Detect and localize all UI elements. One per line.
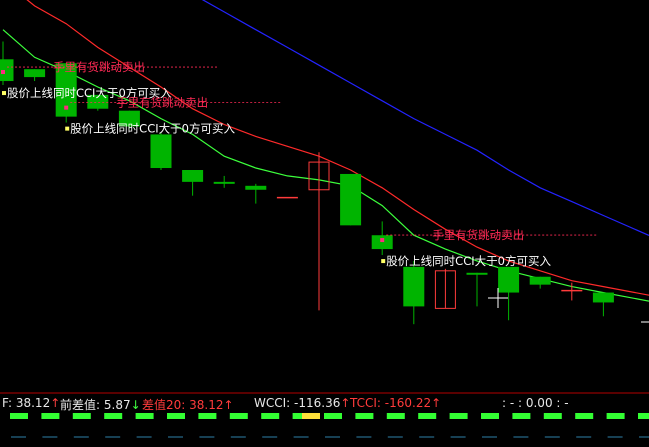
diff20-indicator: 差值20: 38.12↑ <box>142 398 234 412</box>
candle-body <box>498 266 520 293</box>
candle-body <box>118 110 140 127</box>
sell-label: 手里有货跳动卖出 <box>53 60 145 74</box>
ma-line-3 <box>201 0 649 236</box>
sell-label: 手里有货跳动卖出 <box>116 96 208 110</box>
tcci-indicator: TCCI: -160.22↑ <box>350 396 442 410</box>
indicator-dash-green <box>638 413 649 419</box>
time-readout: : - : 0.00 : - <box>502 396 569 410</box>
buy-marker <box>381 259 386 264</box>
buy-label: 股价上线同时CCI大于0方可买入 <box>386 254 551 268</box>
indicator-dash-green <box>292 413 311 419</box>
indicator-dash-green <box>606 413 625 419</box>
buy-marker <box>65 126 70 131</box>
candle-body <box>55 63 77 117</box>
indicator-dash-green <box>104 413 123 419</box>
candle-body <box>245 185 267 190</box>
sell-marker <box>64 105 69 110</box>
candle-body <box>0 59 14 82</box>
candle-body <box>434 270 456 309</box>
buy-label: 股价上线同时CCI大于0方可买入 <box>70 122 235 136</box>
wcci-indicator: WCCI: -116.36↑ <box>254 396 351 410</box>
candle-body <box>340 173 362 226</box>
indicator-dash-green <box>167 413 185 419</box>
buy-label: 股价上线同时CCI大于0方可买入 <box>7 86 172 100</box>
candle-body <box>87 94 109 109</box>
indicator-dash-green <box>386 413 405 419</box>
indicator-dash-green <box>324 413 342 419</box>
indicator-dash-green <box>198 413 217 419</box>
sell-marker <box>1 70 5 75</box>
indicator-dash-green <box>512 413 531 419</box>
f-indicator: F: 38.12↑ <box>2 396 61 410</box>
candle-body <box>213 181 235 184</box>
candle-body <box>592 292 614 303</box>
indicator-bar: F: 38.12↑ 前差值: 5.87↓ 差值20: 38.12↑ WCCI: … <box>0 394 649 412</box>
indicator-dash-green <box>418 413 437 419</box>
candle-body <box>150 134 172 169</box>
indicator-dash-green <box>229 413 248 419</box>
indicator-dash-green <box>449 413 468 419</box>
indicator-dash-green <box>355 413 374 419</box>
indicator-dash-green <box>10 413 28 419</box>
indicator-dash-green <box>543 413 562 419</box>
prev-diff-indicator: 前差值: 5.87↓ <box>60 398 141 412</box>
indicator-dash-green <box>575 413 594 419</box>
candle-body <box>308 161 330 191</box>
candle-body <box>403 266 425 307</box>
candle-body <box>466 272 488 275</box>
sell-label: 手里有货跳动卖出 <box>432 228 524 242</box>
indicator-dash-green <box>41 413 60 419</box>
candle-body <box>371 235 393 250</box>
sell-marker <box>380 238 385 243</box>
candle-body <box>24 69 46 78</box>
indicator-dash-green <box>72 413 91 419</box>
indicator-dash-yellow <box>302 413 320 419</box>
indicator-dash-green <box>261 413 280 419</box>
indicator-dash-green <box>481 413 499 419</box>
indicator-dash-green <box>135 413 154 419</box>
buy-marker <box>2 91 6 96</box>
candle-body <box>529 276 551 285</box>
candle-body <box>182 170 204 182</box>
